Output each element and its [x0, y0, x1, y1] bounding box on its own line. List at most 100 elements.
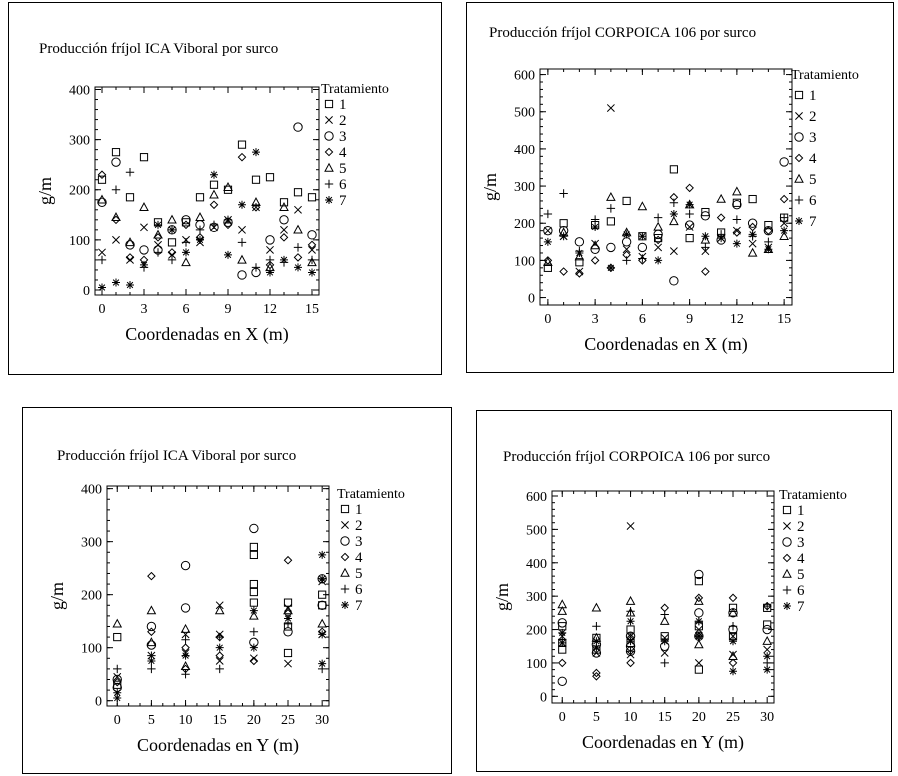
data-point-tratamiento-3	[180, 603, 191, 613]
data-point-tratamiento-1	[748, 194, 757, 204]
data-point-tratamiento-5	[125, 237, 135, 247]
x-tick-label: 10	[624, 710, 638, 725]
y-tick-label: 200	[514, 217, 535, 232]
data-point-tratamiento-7	[210, 170, 218, 179]
data-point-tratamiento-6	[559, 189, 568, 198]
data-point-tratamiento-7	[112, 278, 120, 287]
data-point-tratamiento-1	[249, 598, 258, 607]
data-point-tratamiento-7	[252, 148, 260, 157]
data-point-tratamiento-7	[113, 688, 122, 697]
data-point-tratamiento-5	[237, 254, 247, 264]
x-tick-label: 15	[305, 302, 319, 317]
data-point-tratamiento-7	[694, 632, 703, 641]
y-tick-label: 300	[526, 590, 547, 605]
data-point-tratamiento-1	[307, 193, 317, 202]
data-point-tratamiento-4	[779, 194, 789, 204]
scatter-plot: Producción fríjol ICA Viboral por surco 0…	[35, 41, 389, 345]
legend-marker-1	[782, 505, 792, 515]
data-point-tratamiento-3	[317, 574, 327, 584]
data-point-tratamiento-4	[694, 593, 704, 603]
scatter-plot: Producción fríjol CORPOICA 106 por surco…	[492, 449, 847, 753]
data-point-tratamiento-6	[606, 204, 616, 213]
x-tick-label: 12	[263, 302, 277, 317]
y-tick-label: 500	[514, 106, 535, 121]
data-point-tratamiento-4	[293, 253, 303, 262]
legend-label-1: 1	[809, 88, 817, 104]
data-point-tratamiento-1	[622, 196, 631, 206]
data-point-tratamiento-4	[626, 658, 635, 668]
data-point-tratamiento-7	[622, 230, 631, 239]
x-tick-label: 0	[99, 302, 106, 317]
data-point-tratamiento-6	[660, 610, 669, 619]
data-point-tratamiento-1	[559, 219, 568, 228]
data-point-tratamiento-3	[167, 225, 177, 235]
x-tick-label: 5	[148, 713, 155, 728]
legend-marker-6	[340, 584, 350, 594]
data-point-tratamiento-5	[97, 194, 107, 204]
data-point-tratamiento-6	[779, 213, 789, 222]
data-point-tratamiento-1	[606, 217, 615, 226]
data-point-tratamiento-6	[237, 238, 247, 247]
data-point-tratamiento-5	[625, 595, 636, 605]
data-point-tratamiento-7	[763, 652, 772, 661]
data-point-tratamiento-1	[669, 165, 678, 174]
x-tick-label: 0	[544, 312, 551, 327]
data-point-tratamiento-7	[196, 235, 204, 244]
data-point-tratamiento-2	[238, 225, 246, 234]
legend-marker-7	[341, 601, 349, 609]
y-tick-label: 100	[526, 657, 547, 672]
data-point-tratamiento-5	[606, 191, 616, 201]
legend-label-2: 2	[809, 109, 817, 125]
data-point-tratamiento-4	[279, 233, 289, 242]
data-point-tratamiento-6	[592, 622, 601, 631]
data-point-tratamiento-7	[654, 256, 663, 265]
data-point-tratamiento-6	[728, 622, 738, 631]
data-point-tratamiento-5	[659, 615, 670, 625]
data-point-tratamiento-2	[669, 247, 678, 256]
data-point-tratamiento-6	[265, 255, 275, 265]
data-point-tratamiento-7	[729, 667, 738, 676]
data-point-tratamiento-3	[283, 627, 293, 637]
data-point-tratamiento-6	[762, 601, 772, 611]
x-axis-label: Coordenadas en X (m)	[584, 334, 747, 355]
data-point-tratamiento-4	[575, 269, 584, 278]
legend-label-3: 3	[339, 129, 347, 145]
data-point-tratamiento-3	[747, 218, 758, 228]
x-tick-label: 15	[777, 312, 791, 327]
data-point-tratamiento-7	[558, 638, 567, 647]
data-point-tratamiento-3	[621, 237, 632, 247]
data-point-tratamiento-5	[747, 247, 758, 257]
legend-label-5: 5	[797, 567, 805, 583]
data-point-tratamiento-3	[146, 621, 157, 632]
data-point-tratamiento-2	[249, 654, 258, 663]
data-point-tratamiento-1	[249, 542, 258, 552]
data-point-tratamiento-3	[317, 600, 327, 610]
data-point-tratamiento-2	[126, 255, 134, 264]
data-point-tratamiento-2	[154, 240, 162, 249]
data-point-tratamiento-6	[251, 263, 261, 272]
x-tick-label: 12	[730, 312, 744, 327]
data-point-tratamiento-6	[590, 215, 600, 224]
data-point-tratamiento-1	[694, 665, 703, 674]
data-point-tratamiento-3	[139, 245, 149, 255]
data-point-tratamiento-4	[209, 200, 219, 210]
data-point-tratamiento-7	[592, 643, 601, 652]
data-point-tratamiento-2	[622, 245, 631, 254]
data-point-tratamiento-2	[694, 625, 703, 634]
data-point-tratamiento-3	[732, 199, 742, 210]
data-point-tratamiento-6	[181, 635, 190, 644]
data-point-tratamiento-5	[209, 189, 219, 199]
data-point-tratamiento-3	[237, 270, 247, 280]
data-point-tratamiento-6	[653, 213, 663, 222]
data-point-tratamiento-2	[215, 656, 224, 665]
data-point-tratamiento-5	[728, 651, 738, 660]
plot-frame	[551, 490, 775, 704]
data-point-tratamiento-4	[111, 215, 121, 225]
data-point-tratamiento-6	[153, 248, 163, 257]
data-point-tratamiento-2	[294, 205, 302, 214]
data-point-tratamiento-1	[764, 220, 773, 230]
x-tick-label: 25	[281, 713, 295, 728]
data-point-tratamiento-2	[606, 104, 615, 112]
legend-label-2: 2	[797, 519, 805, 535]
data-point-tratamiento-7	[591, 222, 600, 231]
